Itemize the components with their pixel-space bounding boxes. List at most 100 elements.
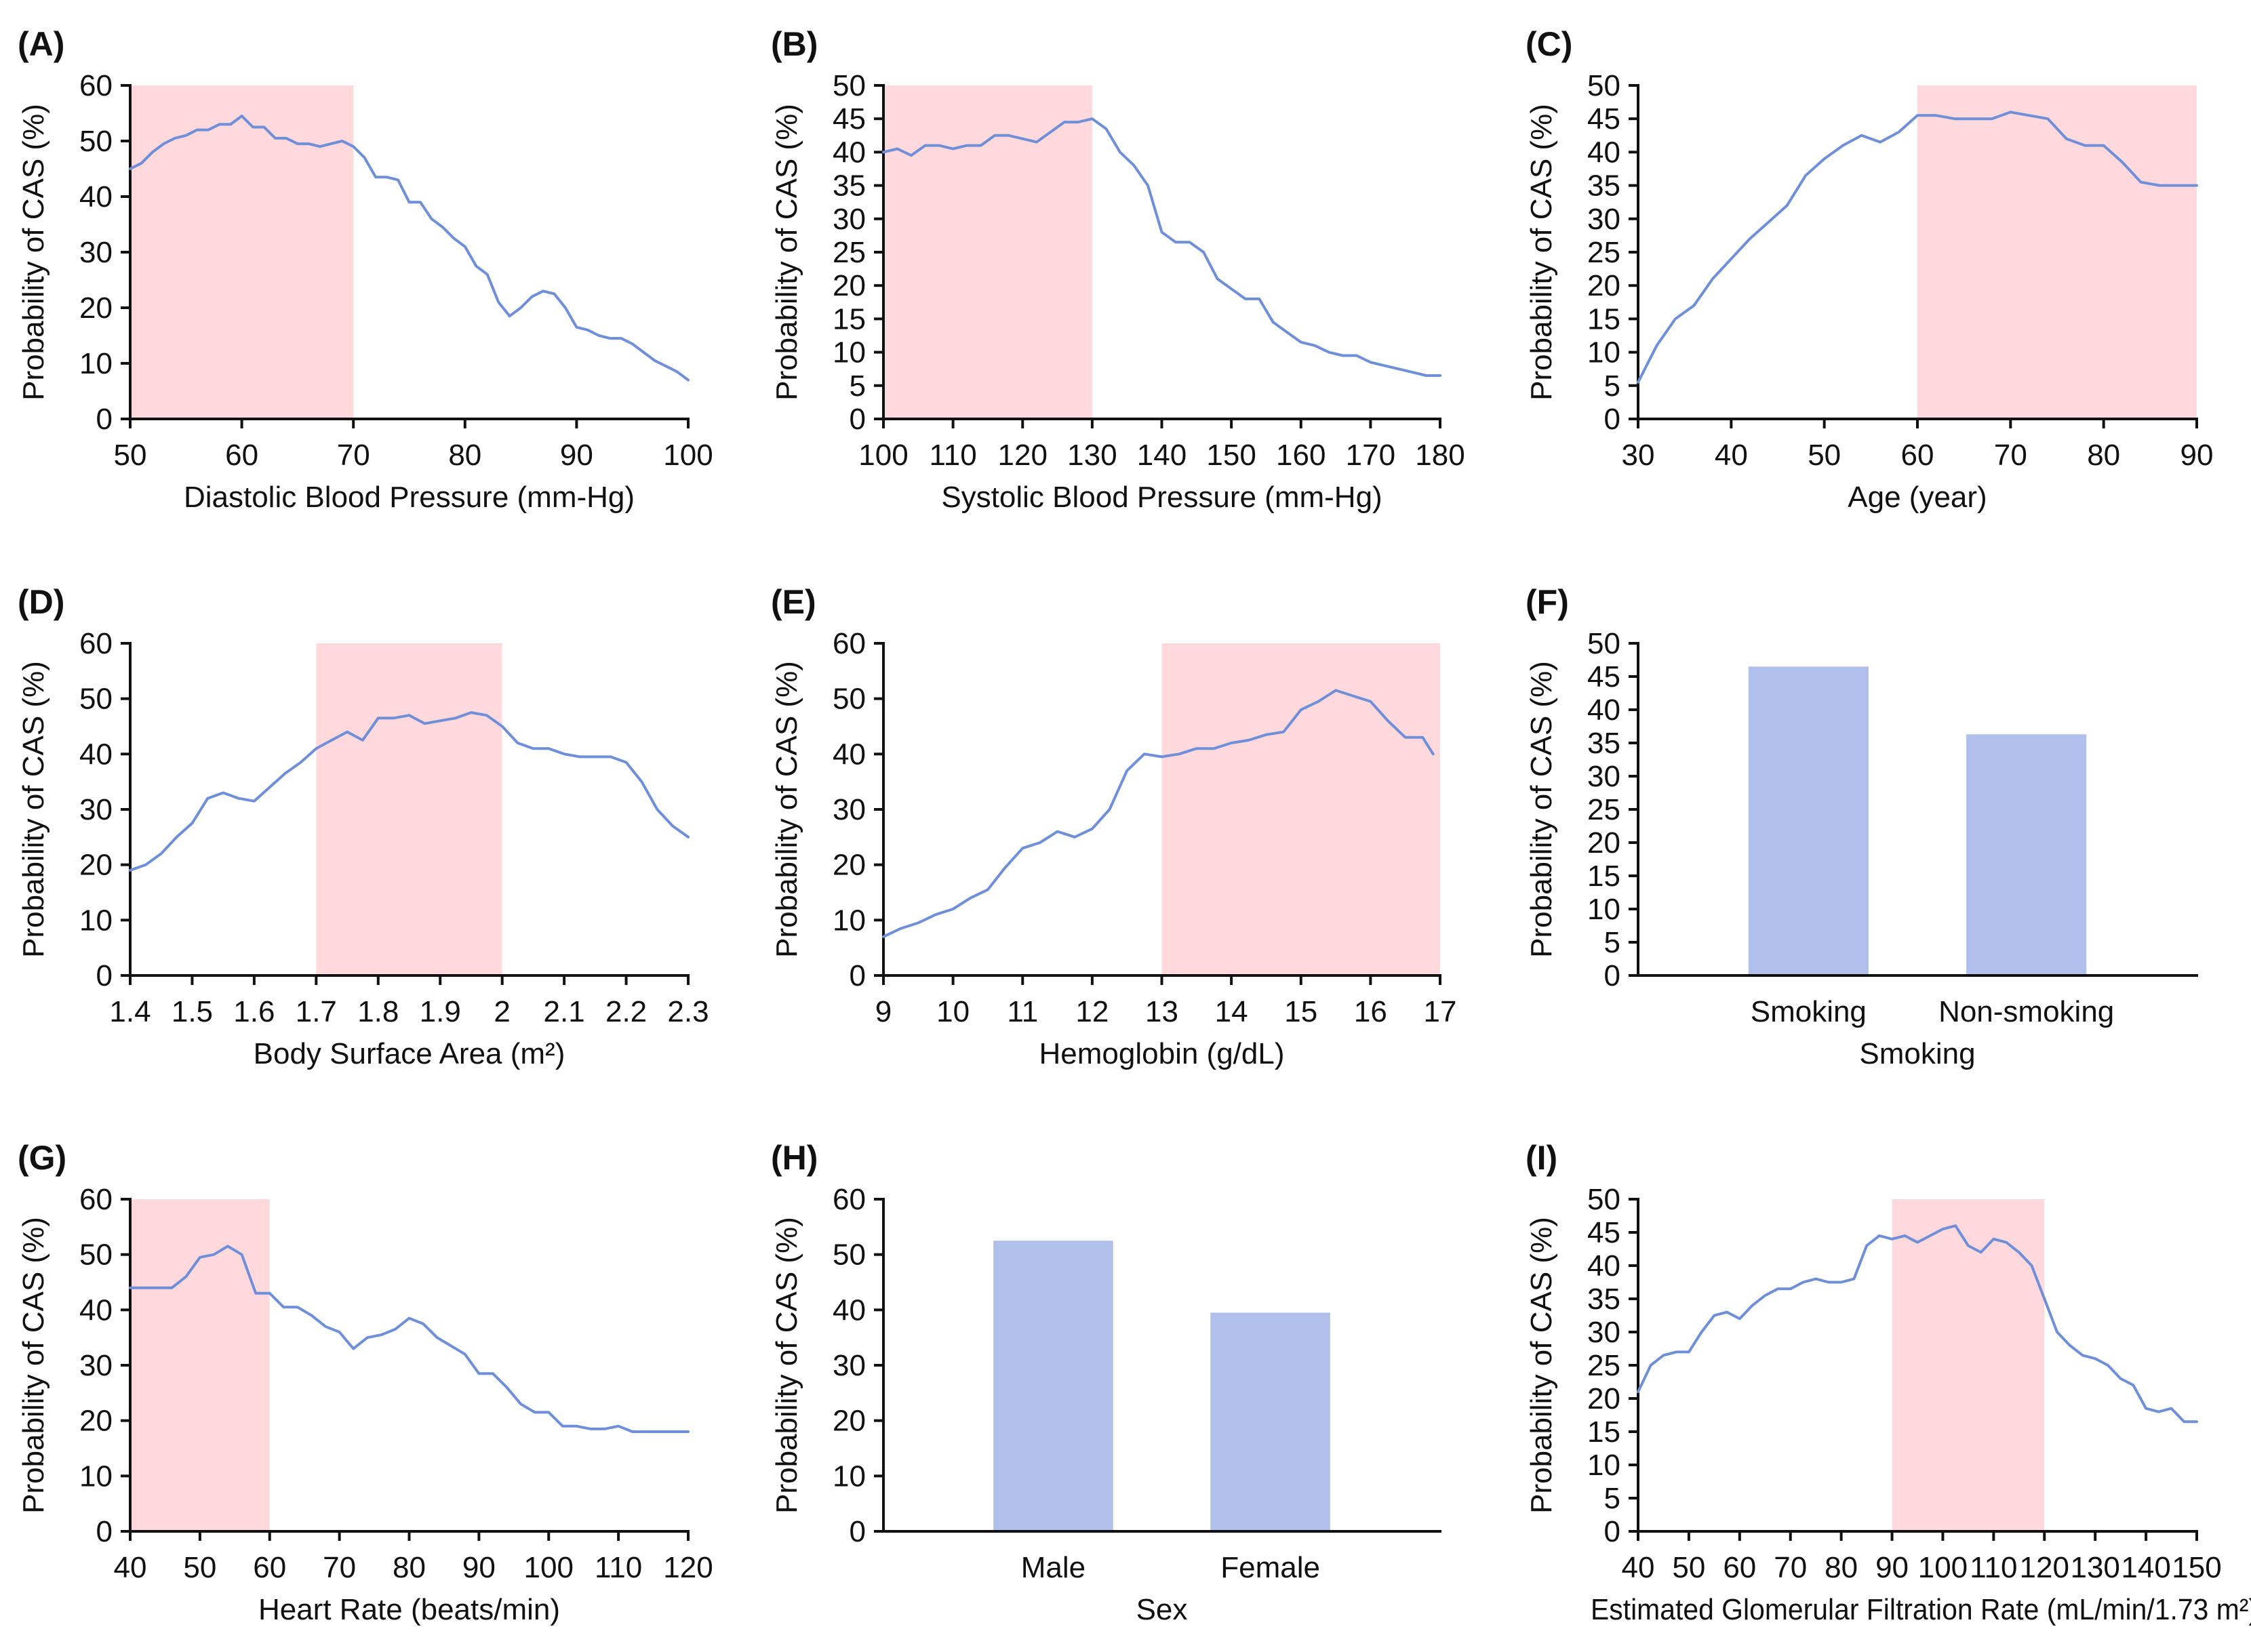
panel-c-y-tick-label: 30 (1587, 203, 1620, 236)
panel-c-x-tick-label: 40 (1715, 439, 1748, 472)
panel-e-x-tick-label: 16 (1354, 995, 1387, 1028)
panel-e-x-tick-label: 9 (875, 995, 892, 1028)
panel-b-x-tick-label: 110 (930, 439, 977, 472)
panel-d-y-axis-label: Probability of CAS (%) (17, 661, 50, 958)
panel-i-y-tick-label: 30 (1587, 1316, 1620, 1349)
panel-b-series-line (882, 117, 1441, 377)
panel-e-x-tick-label: 14 (1215, 995, 1248, 1028)
panel-g-y-tick-label: 50 (79, 1238, 113, 1272)
panel-i-x-tick-label: 150 (2172, 1551, 2221, 1584)
panel-i-y-tick-label: 10 (1587, 1449, 1620, 1482)
panel-e-y-axis-label: Probability of CAS (%) (770, 661, 803, 958)
panel-e-y-tick-label: 50 (833, 683, 866, 716)
panel-h-y-tick-label: 0 (850, 1515, 866, 1548)
panel-b-y-tick-label: 10 (833, 336, 866, 369)
panel-f-bar-smoking (1748, 666, 1869, 975)
panel-i-x-axis-label: Estimated Glomerular Filtration Rate (mL… (1591, 1593, 2251, 1626)
panel-f-y-tick-label: 50 (1587, 627, 1620, 660)
panel-b-x-tick-label: 100 (858, 439, 908, 472)
panel-g-y-tick-label: 30 (79, 1349, 113, 1382)
panel-i-x-tick-label: 130 (2070, 1551, 2119, 1584)
panel-b-highlight-region (883, 85, 1092, 419)
panel-e-x-tick-label: 13 (1145, 995, 1178, 1028)
panel-h: Male Female 0 10 20 30 40 50 60 Sex Probability of… (770, 1139, 1441, 1626)
panel-i-series-line (1637, 1224, 2198, 1424)
panel-c-x-axis-label: Age (year) (1848, 481, 1987, 514)
panel-c-x-tick-label: 60 (1901, 439, 1934, 472)
panel-i-y-tick-label: 5 (1604, 1482, 1620, 1515)
panel-e-y-tick-label: 60 (833, 627, 866, 660)
panel-f-y-tick-label: 5 (1604, 926, 1620, 959)
panel-e-y-tick-label: 30 (833, 793, 866, 826)
panel-b-x-tick-label: 120 (998, 439, 1048, 472)
panel-i-x-tick-label: 90 (1875, 1551, 1909, 1584)
panel-g-y-tick-label: 0 (96, 1515, 113, 1548)
panel-g-letter: (G) (18, 1139, 66, 1177)
panel-i-x-tick-label: 50 (1672, 1551, 1705, 1584)
panel-b-x-tick-label: 140 (1137, 439, 1187, 472)
panel-a-x-tick-label: 50 (114, 439, 147, 472)
panel-g-x-tick-label: 120 (663, 1551, 713, 1584)
panel-c-x-tick-label: 50 (1808, 439, 1841, 472)
panel-b-x-axis-label: Systolic Blood Pressure (mm-Hg) (941, 481, 1382, 514)
panel-a: 0 10 20 30 40 50 60 50 60 70 80 90 100 Diastolic Bloo… (17, 25, 713, 514)
panel-c-y-tick-label: 45 (1587, 102, 1620, 136)
panel-c-highlight-region (1917, 85, 2197, 419)
panel-a-x-tick-label: 60 (225, 439, 258, 472)
panel-e-y-tick-label: 10 (833, 904, 866, 937)
panel-g-x-tick-label: 70 (323, 1551, 356, 1584)
panel-h-letter: (H) (771, 1139, 818, 1177)
panel-g-y-axis-label: Probability of CAS (%) (17, 1217, 50, 1514)
panel-f-x-axis-label: Smoking (1859, 1037, 1975, 1070)
panel-b-y-tick-label: 35 (833, 169, 866, 203)
panel-g-x-tick-label: 80 (393, 1551, 426, 1584)
panel-d-x-tick-label: 1.6 (233, 995, 275, 1028)
panel-f-y-axis-label: Probability of CAS (%) (1525, 661, 1558, 958)
panel-i-x-tick-label: 120 (2020, 1551, 2069, 1584)
panel-a-x-tick-label: 70 (337, 439, 370, 472)
panel-c-y-tick-label: 40 (1587, 136, 1620, 169)
panel-f-y-tick-label: 35 (1587, 727, 1620, 760)
panel-d-y-tick-label: 60 (79, 627, 113, 660)
panel-g-x-tick-label: 50 (183, 1551, 216, 1584)
panel-e: 0 10 20 30 40 50 60 9 10 11 12 13 14 15 16 17 Hemoglobin… (770, 583, 1456, 1070)
panel-b-letter: (B) (771, 25, 818, 63)
panel-i-x-tick-label: 70 (1774, 1551, 1807, 1584)
panel-d-highlight-region (316, 643, 502, 975)
panel-e-x-tick-label: 10 (936, 995, 970, 1028)
panel-h-category-label: Male (1021, 1551, 1085, 1584)
panel-f-y-tick-label: 0 (1604, 959, 1620, 992)
panel-b-y-axis-label: Probability of CAS (%) (770, 104, 803, 401)
panel-b-x-tick-label: 160 (1276, 439, 1326, 472)
panel-b-y-tick-label: 30 (833, 203, 866, 236)
panel-g-series-line (129, 1245, 690, 1433)
panel-d-x-tick-label: 2 (494, 995, 510, 1028)
panel-c-y-tick-label: 20 (1587, 269, 1620, 302)
panel-d-y-tick-label: 0 (96, 959, 113, 992)
panel-i-y-tick-label: 0 (1604, 1515, 1620, 1548)
panel-c-y-tick-label: 10 (1587, 336, 1620, 369)
panel-d-x-tick-label: 1.4 (109, 995, 151, 1028)
panel-d-x-axis-label: Body Surface Area (m²) (254, 1037, 565, 1070)
panel-d-letter: (D) (18, 583, 64, 621)
panel-b-y-tick-label: 25 (833, 236, 866, 269)
panel-f-y-tick-label: 10 (1587, 893, 1620, 926)
panel-e-series-line (882, 689, 1435, 938)
panel-e-x-tick-label: 15 (1284, 995, 1317, 1028)
panel-g: 0 10 20 30 40 50 60 40 50 60 70 80 90 100 110 120 Heart … (17, 1139, 713, 1626)
panel-b-y-tick-label: 5 (850, 369, 866, 403)
panel-d-y-tick-label: 40 (79, 738, 113, 771)
panel-c-letter: (C) (1526, 25, 1572, 63)
panel-h-x-axis-label: Sex (1136, 1593, 1188, 1626)
panel-h-category-label: Female (1220, 1551, 1320, 1584)
panel-f-category-label: Smoking (1751, 995, 1867, 1028)
panel-g-y-tick-label: 20 (79, 1405, 113, 1438)
panel-c-x-tick-label: 80 (2087, 439, 2120, 472)
panel-b-x-tick-label: 130 (1067, 439, 1117, 472)
panel-a-y-axis-label: Probability of CAS (%) (17, 104, 50, 401)
panel-i-y-tick-label: 40 (1587, 1249, 1620, 1283)
panel-i-y-tick-label: 45 (1587, 1216, 1620, 1249)
panel-d-series-line (129, 711, 690, 872)
panel-i-y-axis-label: Probability of CAS (%) (1525, 1217, 1558, 1514)
